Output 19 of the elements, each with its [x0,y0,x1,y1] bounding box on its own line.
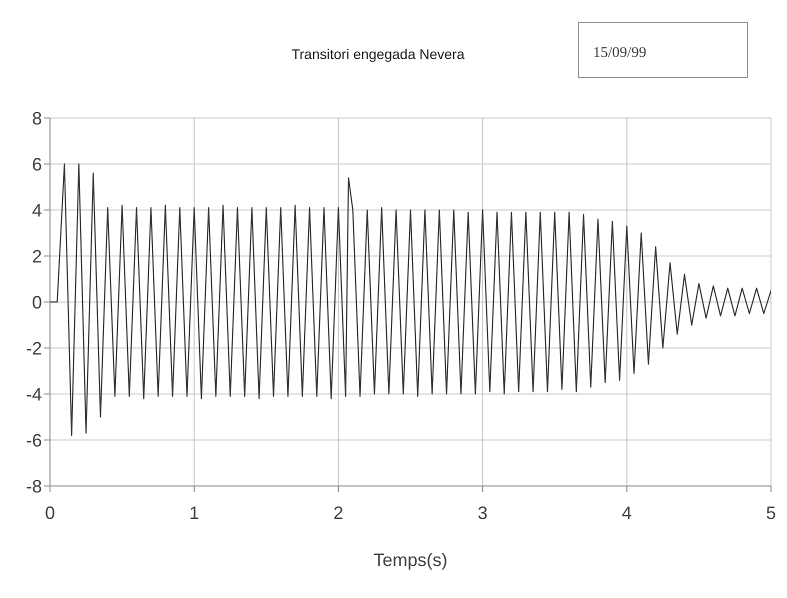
y-tick-label: 6 [32,154,42,174]
x-tick-label: 2 [333,502,344,523]
y-tick-label: 2 [32,246,42,266]
line-series [50,163,771,436]
y-tick-label: -6 [26,430,42,450]
y-tick-label: -8 [26,476,42,496]
x-tick-label: 1 [189,502,200,523]
y-tick-label: 4 [32,200,42,220]
y-tick-label: -4 [26,384,42,404]
y-tick-label: 0 [32,292,42,312]
x-tick-label: 3 [478,502,488,523]
y-tick-label: 8 [32,108,42,128]
x-axis-title: Temps(s) [373,550,448,570]
x-tick-label: 4 [622,502,632,523]
text: 15/09/99 [578,22,748,78]
x-tick-label: 0 [44,502,56,523]
chart-title: Transitori engegada Nevera [290,46,466,62]
y-tick-label: -2 [26,338,42,358]
x-tick-label: 5 [766,502,776,523]
